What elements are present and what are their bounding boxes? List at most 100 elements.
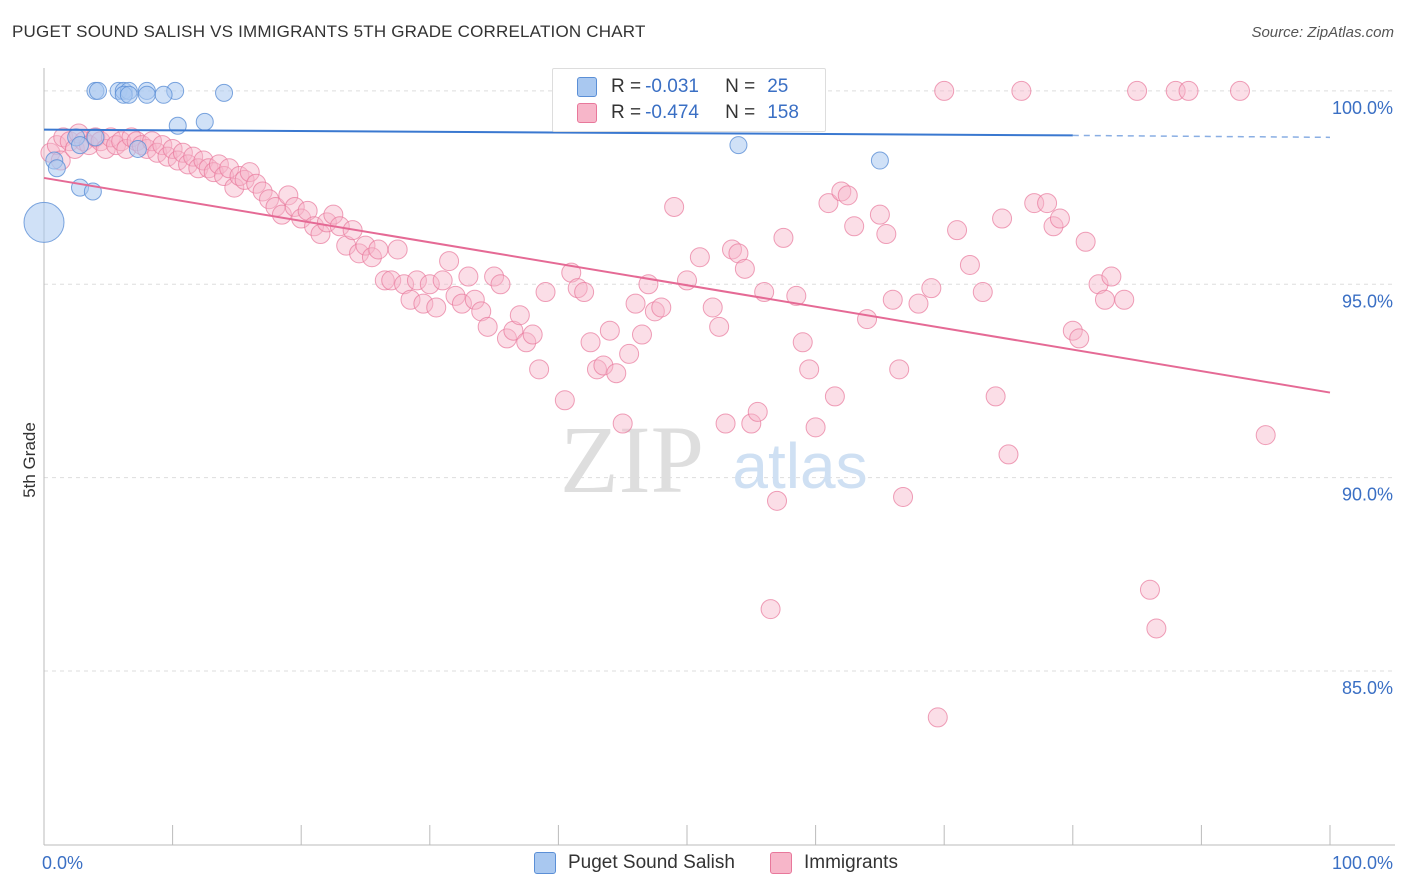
x-tick-label: 0.0% (42, 853, 83, 873)
immigrants-point (882, 289, 903, 310)
immigrants-point (631, 324, 652, 345)
immigrants-point (1088, 274, 1109, 295)
legend-swatch-puget (577, 77, 597, 97)
immigrants-point (361, 247, 382, 268)
legend-row-immigrants: R = -0.474 N = 158 (577, 101, 799, 125)
immigrants-point (1037, 193, 1058, 214)
axes (43, 68, 1395, 846)
immigrants-point (183, 146, 204, 167)
immigrants-point (439, 251, 460, 272)
puget-sound-salish-point (195, 112, 214, 131)
legend-swatch-puget (534, 852, 556, 874)
immigrants-point (824, 386, 845, 407)
immigrants-point (651, 297, 672, 318)
immigrants-point (580, 332, 601, 353)
immigrants-point (927, 707, 948, 728)
immigrants-point (471, 301, 492, 322)
trend-line-immigrants (43, 176, 1331, 394)
immigrants-point (162, 138, 183, 159)
legend-r-value: -0.031 (645, 76, 699, 97)
puget-sound-salish-point (215, 83, 234, 102)
immigrants-point (722, 239, 743, 260)
immigrants-point (586, 359, 607, 380)
puget-sound-salish-point (168, 116, 187, 135)
immigrants-point (1139, 579, 1160, 600)
correlation-legend: R = -0.031 N = 25 R = -0.474 N = 158 (552, 68, 826, 132)
trend-line-puget-sound-salish (43, 128, 1073, 137)
immigrants-point (606, 363, 627, 384)
immigrants-point (593, 355, 614, 376)
immigrants-point (496, 328, 517, 349)
chart-title: PUGET SOUND SALISH VS IMMIGRANTS 5TH GRA… (12, 22, 646, 41)
immigrants-point (374, 270, 395, 291)
immigrants-point (445, 285, 466, 306)
immigrants-point (1094, 289, 1115, 310)
legend-swatch-immigrants (577, 103, 597, 123)
immigrants-point (535, 282, 556, 303)
immigrants-point (702, 297, 723, 318)
immigrants-point (1069, 328, 1090, 349)
immigrants-point (908, 293, 929, 314)
immigrants-point (985, 386, 1006, 407)
legend-item-immigrants[interactable]: Immigrants (770, 852, 898, 874)
immigrants-point (1146, 618, 1167, 639)
immigrants-point (998, 444, 1019, 465)
immigrants-point (599, 320, 620, 341)
immigrants-point (259, 189, 280, 210)
immigrants-point (224, 177, 245, 198)
immigrants-point (1127, 80, 1148, 101)
immigrants-point (368, 239, 389, 260)
immigrants-point (947, 220, 968, 241)
immigrants-point (934, 80, 955, 101)
legend-r-label: R = (611, 76, 642, 97)
immigrants-point (1101, 266, 1122, 287)
immigrants-point (619, 343, 640, 364)
immigrants-point (522, 324, 543, 345)
immigrants-point (959, 254, 980, 275)
immigrants-point (490, 274, 511, 295)
immigrants-point (1049, 208, 1070, 229)
immigrants-point (284, 196, 305, 217)
immigrants-point (152, 135, 173, 156)
immigrants-point (219, 158, 240, 179)
puget-sound-salish-point (154, 85, 173, 104)
immigrants-point (567, 278, 588, 299)
puget-sound-salish-point (729, 136, 748, 155)
immigrants-point (355, 235, 376, 256)
immigrants-point (561, 262, 582, 283)
immigrants-point (1062, 320, 1083, 341)
immigrants-point (715, 413, 736, 434)
immigrants-point (844, 216, 865, 237)
legend-row-puget-sound-salish: R = -0.031 N = 25 (577, 75, 788, 99)
legend-label-immigrants: Immigrants (804, 852, 898, 873)
axis-labels: 100.0% 95.0% 90.0% 85.0% 0.0% 100.0% 5th Grade (20, 98, 1393, 873)
immigrants-point (889, 359, 910, 380)
immigrants-point (1255, 425, 1276, 446)
immigrants-point (747, 401, 768, 422)
immigrants-point (477, 316, 498, 337)
puget-sound-salish-point (128, 139, 147, 158)
immigrants-point (1229, 80, 1250, 101)
watermark-atlas: atlas (732, 430, 867, 502)
puget-sound-salish-point (86, 128, 105, 147)
immigrants-point (1075, 231, 1096, 252)
immigrants-point (172, 142, 193, 163)
legend-item-puget-sound-salish[interactable]: Puget Sound Salish (534, 852, 735, 874)
immigrants-point (413, 293, 434, 314)
series-legend: Puget Sound Salish Immigrants (0, 852, 1406, 878)
watermark: ZIP atlas (560, 406, 868, 513)
immigrants-point (246, 173, 267, 194)
immigrants-point (406, 270, 427, 291)
puget-sound-salish-point (47, 159, 66, 178)
immigrants-point (394, 274, 415, 295)
immigrants-point (316, 212, 337, 233)
immigrants-point (516, 332, 537, 353)
puget-sound-salish-point (89, 81, 108, 100)
immigrants-point (509, 305, 530, 326)
immigrants-point (451, 293, 472, 314)
puget-sound-salish-point (71, 136, 90, 155)
puget-sound-salish-point (870, 151, 889, 170)
immigrants-point (805, 417, 826, 438)
legend-n-value: 25 (767, 76, 789, 97)
immigrants-point (773, 227, 794, 248)
